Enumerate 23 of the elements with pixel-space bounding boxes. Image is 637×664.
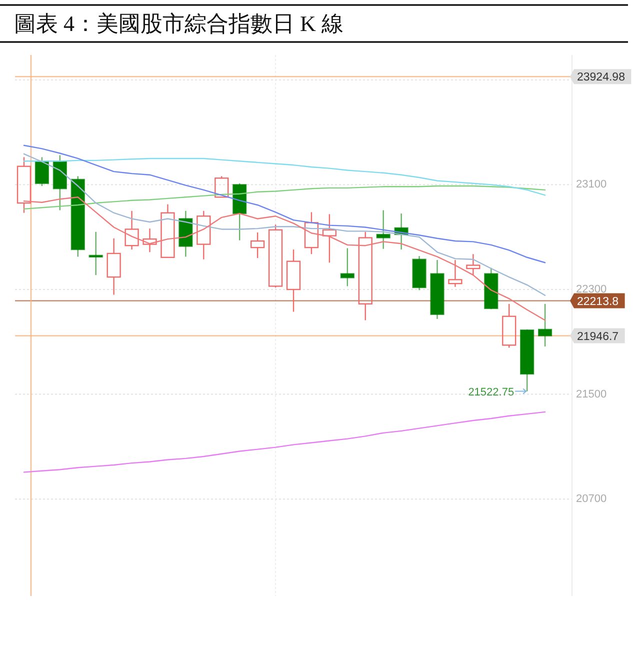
ref-line-label: 21946.7 bbox=[577, 330, 619, 343]
line-series bbox=[23, 158, 546, 196]
candlestick bbox=[448, 259, 462, 288]
y-tick-label: 21500 bbox=[576, 388, 607, 400]
y-tick-label: 22300 bbox=[576, 283, 607, 296]
candlestick bbox=[286, 248, 301, 312]
line-series bbox=[23, 185, 546, 210]
candlestick bbox=[196, 210, 211, 260]
candlestick bbox=[16, 156, 32, 214]
candlestick bbox=[142, 228, 157, 253]
candlestick bbox=[322, 214, 337, 264]
chart-title: 圖表 4：美國股市綜合指數日 K 線 bbox=[14, 11, 344, 36]
y-tick-label: 23100 bbox=[576, 178, 607, 191]
ref-line-label: 22213.8 bbox=[577, 296, 619, 308]
line-series bbox=[23, 411, 546, 473]
ref-line-label: 23924.98 bbox=[577, 72, 625, 84]
annotation: 21522.75 bbox=[468, 386, 514, 398]
y-tick-label: 20700 bbox=[576, 493, 607, 506]
line-series bbox=[23, 144, 546, 264]
candlestick bbox=[124, 210, 139, 250]
candlestick bbox=[466, 254, 480, 276]
line-series bbox=[23, 153, 546, 296]
candlestick bbox=[106, 238, 121, 296]
